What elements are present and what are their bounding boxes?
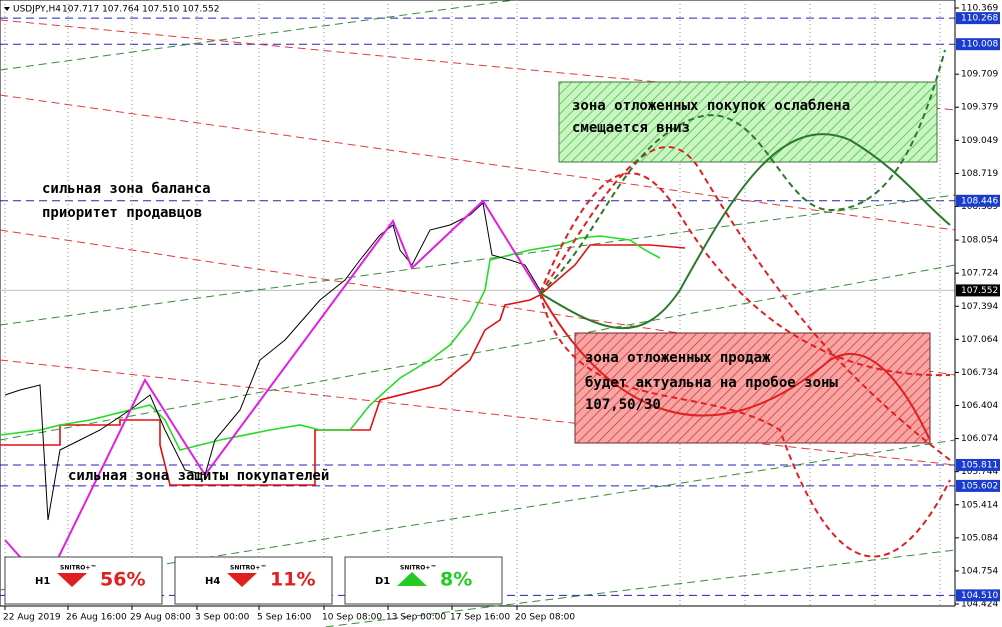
indicator-panel: [4, 556, 163, 605]
level-box: [956, 458, 1000, 471]
header: USDJPY,H4 107.717 107.764 107.510 107.55…: [4, 5, 219, 15]
time-label: 20 Sep 08:00: [515, 613, 575, 623]
annotations: зона отложенных покупок ослаблена смещает…: [42, 98, 850, 484]
level-label: 104.510: [961, 591, 998, 601]
price-label: 109.379: [961, 103, 998, 113]
header-arrow: [4, 7, 10, 11]
level-label: 108.446: [961, 196, 998, 206]
time-label: 26 Aug 16:00: [66, 613, 127, 623]
zigzag: [4, 199, 541, 587]
time-label: 17 Sep 16:00: [450, 613, 510, 623]
annotation-text: будет актуальна на пробое зоны: [585, 375, 838, 391]
annotation-text: зона отложенных продаж: [585, 350, 771, 366]
annotation-text: зона отложенных покупок ослаблена: [572, 98, 850, 114]
level-box: [956, 12, 1000, 25]
price-label: 105.744: [961, 467, 998, 477]
price-label: 110.369: [961, 4, 998, 14]
indicator-brand: SNITRO+™: [400, 565, 436, 572]
level-box: [956, 194, 1000, 207]
price-label: 106.734: [961, 368, 998, 378]
indicator-timeframe: D1: [375, 576, 390, 587]
annotation-text: смещается вниз: [572, 120, 690, 136]
header-ohlc: 107.717 107.764 107.510 107.552: [62, 5, 219, 15]
price-label: 107.724: [961, 269, 998, 279]
time-label: 10 Sep 08:00: [322, 613, 382, 623]
level-box: [956, 479, 1000, 492]
price-label: 109.709: [961, 70, 998, 80]
header-symbol: USDJPY,H4: [13, 5, 61, 15]
buy-zone: [558, 81, 938, 163]
price-trace: [4, 202, 541, 521]
annotation-text: 107,50/30: [585, 397, 661, 413]
time-label: 29 Aug 08:00: [130, 613, 191, 623]
indicator-arrow: [227, 573, 257, 587]
price-label: 108.719: [961, 169, 998, 179]
level-label: 105.811: [961, 460, 998, 470]
price-label: 108.389: [961, 202, 998, 212]
price-label: 109.049: [961, 136, 998, 146]
time-label: 13 Sep 00:00: [386, 613, 446, 623]
indicator-percent: 56%: [100, 569, 145, 591]
indicator-percent: 11%: [270, 569, 315, 591]
indicator-brand: SNITRO+™: [60, 565, 96, 572]
price-label: 108.054: [961, 236, 998, 246]
price-label: 106.404: [961, 401, 998, 411]
indicator-timeframe: H1: [35, 576, 50, 587]
level-label: 110.268: [961, 14, 998, 24]
annotation-text: сильная зона защиты покупателей: [68, 468, 329, 484]
price-label: 104.424: [961, 600, 998, 610]
level-box: [956, 589, 1000, 602]
time-label: 3 Sep 00:00: [195, 613, 250, 623]
price-label: 106.074: [961, 434, 998, 444]
indicator-percent: 8%: [440, 569, 472, 591]
forecast-paths: [539, 49, 951, 558]
ichimoku: [0, 235, 686, 486]
indicator-brand: SNITRO+™: [230, 565, 266, 572]
price-axis: [955, 0, 1002, 627]
price-label: 104.754: [961, 566, 998, 576]
current-price-label: 107.552: [961, 286, 998, 296]
time-label: 5 Sep 16:00: [257, 613, 312, 623]
annotation-text: приоритет продавцов: [42, 205, 202, 221]
grid: [0, 0, 955, 606]
time-label: 22 Aug 2019: [3, 613, 61, 623]
level-label: 110.008: [961, 40, 998, 50]
price-label: 105.084: [961, 533, 998, 543]
indicators: SNITRO+™ H1 56% SNITRO+™ H4 11% SNITRO+™ D1 8%: [4, 556, 503, 605]
indicator-arrow: [397, 572, 427, 586]
price-label: 107.064: [961, 335, 998, 345]
indicator-timeframe: H4: [205, 576, 220, 587]
price-label: 105.414: [961, 500, 998, 510]
indicator-panel: [344, 556, 503, 605]
level-box: [956, 38, 1000, 51]
current-price-box: [956, 284, 1000, 297]
price-label: 107.394: [961, 302, 998, 312]
level-label: 105.602: [961, 481, 998, 491]
indicator-panel: [174, 556, 333, 605]
annotation-text: сильная зона баланса: [42, 181, 211, 197]
indicator-arrow: [57, 573, 87, 587]
